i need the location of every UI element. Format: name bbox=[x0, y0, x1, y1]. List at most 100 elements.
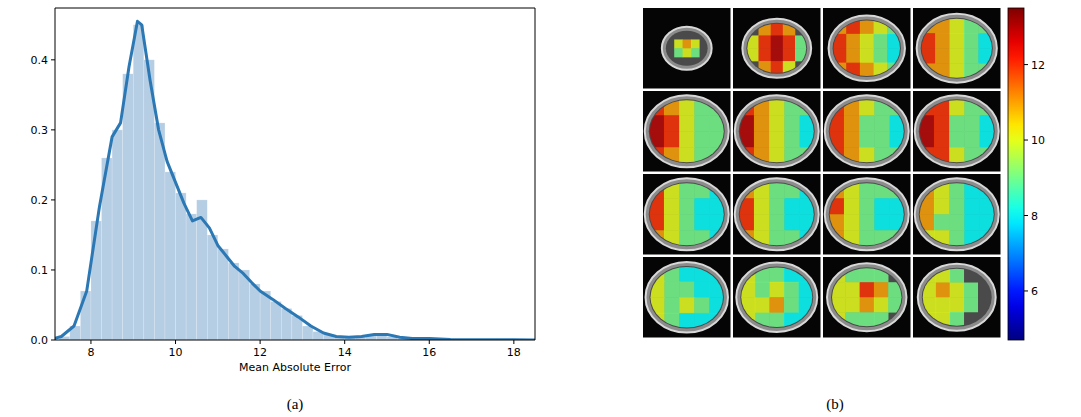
heat-cell bbox=[890, 147, 906, 163]
brain-slice bbox=[913, 91, 1001, 172]
heat-cell bbox=[936, 312, 950, 327]
colorbar-tick bbox=[1024, 140, 1028, 141]
heat-cell bbox=[950, 283, 964, 298]
heat-cell bbox=[874, 99, 890, 115]
brain bbox=[666, 31, 708, 66]
heat-cell bbox=[950, 33, 965, 49]
histogram-bar bbox=[176, 193, 187, 340]
heat-cell bbox=[740, 313, 755, 329]
heat-cell bbox=[740, 267, 755, 283]
heat-cell bbox=[921, 48, 936, 64]
heat-cell bbox=[694, 99, 710, 115]
heat-cell bbox=[769, 147, 785, 163]
heat-cell bbox=[771, 48, 783, 61]
heat-cell bbox=[874, 312, 889, 327]
heat-cell bbox=[754, 147, 770, 163]
heat-cell bbox=[860, 312, 875, 327]
heat-cell bbox=[664, 214, 680, 230]
heat-cell bbox=[739, 115, 755, 131]
skull bbox=[825, 95, 909, 167]
kde-line bbox=[55, 21, 535, 340]
heat-cell bbox=[709, 266, 724, 282]
heat-cell bbox=[694, 282, 709, 298]
heat-cell bbox=[964, 48, 979, 64]
brain bbox=[739, 99, 815, 163]
heat-cell bbox=[694, 313, 709, 329]
heat-cell bbox=[874, 282, 889, 297]
heat-cell bbox=[649, 230, 665, 246]
heat-cell bbox=[783, 61, 795, 74]
histogram-bar bbox=[207, 235, 218, 340]
heat-cell bbox=[949, 115, 965, 131]
heat-cell bbox=[964, 182, 980, 198]
skull bbox=[645, 95, 729, 167]
heat-cell bbox=[921, 18, 936, 33]
x-tick-label: 18 bbox=[507, 346, 521, 359]
heat-cells bbox=[919, 182, 995, 246]
heat-cell bbox=[769, 131, 785, 147]
y-tick bbox=[51, 129, 55, 130]
heat-cell bbox=[783, 35, 795, 48]
heat-cell bbox=[829, 147, 845, 163]
heat-cell bbox=[949, 147, 965, 163]
heat-cell bbox=[934, 147, 950, 163]
figure: 810121416180.00.10.20.30.4Mean Absolute … bbox=[0, 0, 1081, 417]
heat-cell bbox=[921, 63, 936, 78]
heat-cell bbox=[754, 115, 770, 131]
x-tick bbox=[344, 340, 345, 344]
heat-cell bbox=[664, 297, 679, 313]
heat-cell bbox=[833, 63, 847, 78]
heat-cell bbox=[769, 282, 784, 298]
heat-cell bbox=[649, 99, 665, 115]
heat-cell bbox=[755, 313, 770, 329]
heat-cell bbox=[739, 198, 755, 214]
heat-cell bbox=[846, 34, 860, 49]
slice-background bbox=[733, 257, 821, 338]
skull bbox=[735, 178, 819, 250]
heat-cell bbox=[919, 230, 935, 246]
heat-cell bbox=[874, 198, 890, 214]
heat-cell bbox=[829, 115, 845, 131]
y-tick bbox=[51, 269, 55, 270]
heat-cell bbox=[964, 131, 980, 147]
heat-cell bbox=[694, 115, 710, 131]
heat-cells bbox=[833, 19, 902, 77]
skull bbox=[735, 95, 819, 167]
brain bbox=[922, 268, 992, 327]
heat-cell bbox=[694, 297, 709, 313]
heat-cell bbox=[934, 182, 950, 198]
brain bbox=[649, 182, 725, 246]
x-tick-label: 16 bbox=[422, 346, 436, 359]
histogram-bar bbox=[133, 25, 144, 340]
heat-cell bbox=[769, 214, 785, 230]
heat-cell bbox=[784, 313, 799, 329]
y-tick bbox=[51, 340, 55, 341]
brain bbox=[919, 99, 995, 163]
heat-cell bbox=[890, 182, 906, 198]
heat-cell bbox=[694, 230, 710, 246]
x-tick-label: 14 bbox=[338, 346, 352, 359]
heat-cell bbox=[964, 18, 979, 33]
heat-cell bbox=[844, 99, 860, 115]
brain-slice bbox=[913, 174, 1001, 255]
heat-cells bbox=[739, 99, 815, 163]
heat-cell bbox=[759, 35, 771, 48]
brain bbox=[831, 267, 902, 327]
colorbar bbox=[1008, 8, 1024, 340]
colorbar-tick-label: 6 bbox=[1031, 285, 1038, 298]
heat-cell bbox=[784, 99, 800, 115]
heat-cell bbox=[936, 268, 950, 283]
y-tick-label: 0.4 bbox=[31, 54, 49, 67]
heat-cell bbox=[890, 131, 906, 147]
heat-cell bbox=[964, 283, 978, 298]
heat-cell bbox=[831, 297, 846, 312]
heat-cell bbox=[890, 115, 906, 131]
slice-background bbox=[643, 8, 731, 89]
x-tick bbox=[260, 340, 261, 344]
heat-cell bbox=[759, 23, 771, 36]
heat-cell bbox=[980, 214, 996, 230]
heat-cell bbox=[874, 182, 890, 198]
heat-cell bbox=[860, 19, 874, 34]
y-tick bbox=[51, 59, 55, 60]
heat-cells bbox=[649, 99, 725, 163]
